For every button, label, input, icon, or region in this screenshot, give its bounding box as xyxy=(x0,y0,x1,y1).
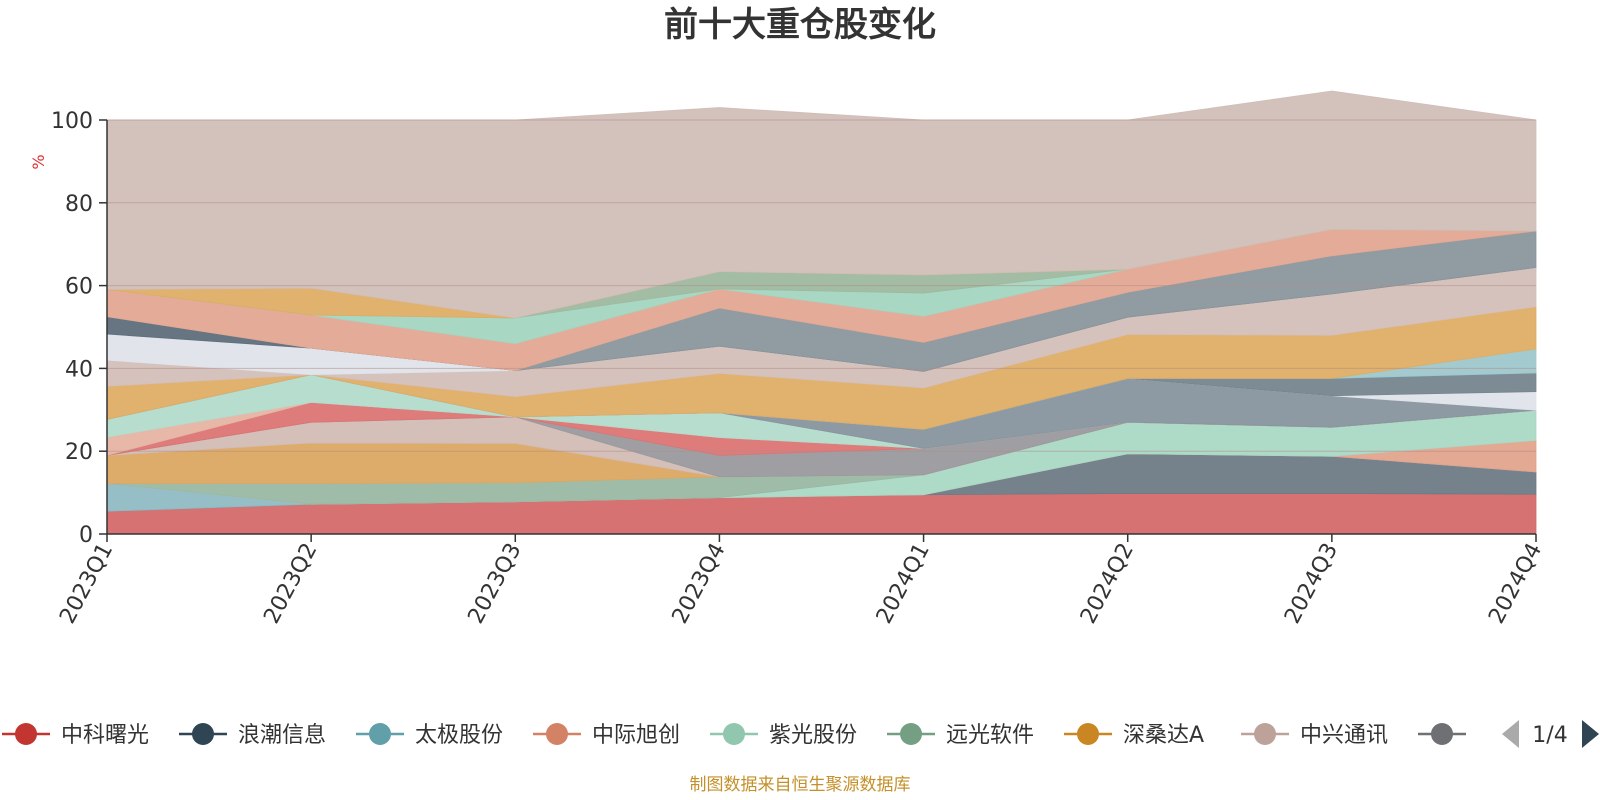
legend-marker xyxy=(1254,723,1276,745)
legend-item-2[interactable]: 浪潮信息 xyxy=(179,723,326,748)
x-tick-label-2024Q3: 2024Q3 xyxy=(1280,539,1343,628)
legend-prev-arrow-icon[interactable] xyxy=(1502,720,1519,748)
legend-marker xyxy=(192,723,214,745)
legend-marker xyxy=(900,723,922,745)
legend-item-9[interactable]: 厂 xyxy=(1418,723,1499,748)
legend-label: 浪潮信息 xyxy=(238,723,326,748)
legend-items: 中科曙光 浪潮信息 太极股份 中际旭创 紫光股份 远光软件 深桑达A 中兴通讯 厂 xyxy=(2,723,1499,748)
y-tick-label: 0 xyxy=(79,523,93,548)
y-axis-label: % xyxy=(29,154,48,169)
plot-area xyxy=(106,90,1537,535)
legend: 中科曙光 浪潮信息 太极股份 中际旭创 紫光股份 远光软件 深桑达A 中兴通讯 厂 xyxy=(2,723,1499,748)
legend-label: 太极股份 xyxy=(415,723,503,748)
x-tick-label-2024Q1: 2024Q1 xyxy=(872,539,935,628)
legend-label: 远光软件 xyxy=(946,723,1034,748)
legend-item-5[interactable]: 紫光股份 xyxy=(710,723,857,748)
y-tick-label: 80 xyxy=(65,192,93,217)
legend-marker xyxy=(723,723,745,745)
x-tick-label-2023Q4: 2023Q4 xyxy=(668,539,731,628)
legend-label: 中际旭创 xyxy=(592,723,680,748)
legend-marker xyxy=(1431,723,1453,745)
x-tick-label-2023Q3: 2023Q3 xyxy=(464,539,527,628)
x-tick-label-2024Q4: 2024Q4 xyxy=(1484,539,1547,628)
x-tick-label-2023Q2: 2023Q2 xyxy=(259,539,322,628)
y-tick-label: 20 xyxy=(65,440,93,465)
legend-item-8[interactable]: 中兴通讯 xyxy=(1241,723,1388,748)
legend-marker xyxy=(546,723,568,745)
legend-item-4[interactable]: 中际旭创 xyxy=(533,723,680,748)
legend-label: 深桑达A xyxy=(1123,723,1204,748)
y-tick-label: 100 xyxy=(51,109,93,134)
legend-label: 中科曙光 xyxy=(61,723,149,748)
legend-item-6[interactable]: 远光软件 xyxy=(887,723,1034,748)
x-tick-label-2024Q2: 2024Q2 xyxy=(1076,539,1139,628)
legend-pager: 1/4 xyxy=(1502,720,1599,748)
legend-next-arrow-icon[interactable] xyxy=(1582,720,1599,748)
area-series-26 xyxy=(106,90,1537,319)
legend-label: 中兴通讯 xyxy=(1300,723,1388,748)
y-axis: 0 20 40 60 80 100 xyxy=(51,109,108,548)
x-axis: 2023Q1 2023Q2 2023Q3 2023Q4 2024Q1 2024Q2 2024… xyxy=(55,533,1547,628)
chart-title: 前十大重仓股变化 xyxy=(664,5,936,45)
legend-marker xyxy=(1077,723,1099,745)
y-tick-label: 40 xyxy=(65,357,93,382)
legend-marker xyxy=(369,723,391,745)
y-tick-label: 60 xyxy=(65,275,93,300)
legend-item-3[interactable]: 太极股份 xyxy=(356,723,503,748)
source-note: 制图数据来自恒生聚源数据库 xyxy=(690,775,911,795)
legend-marker xyxy=(15,723,37,745)
legend-item-7[interactable]: 深桑达A xyxy=(1064,723,1204,748)
legend-page-indicator: 1/4 xyxy=(1532,723,1567,748)
x-tick-label-2023Q1: 2023Q1 xyxy=(55,539,118,628)
legend-label: 紫光股份 xyxy=(769,723,857,748)
legend-label: 厂 xyxy=(1477,723,1499,748)
legend-item-1[interactable]: 中科曙光 xyxy=(2,723,149,748)
